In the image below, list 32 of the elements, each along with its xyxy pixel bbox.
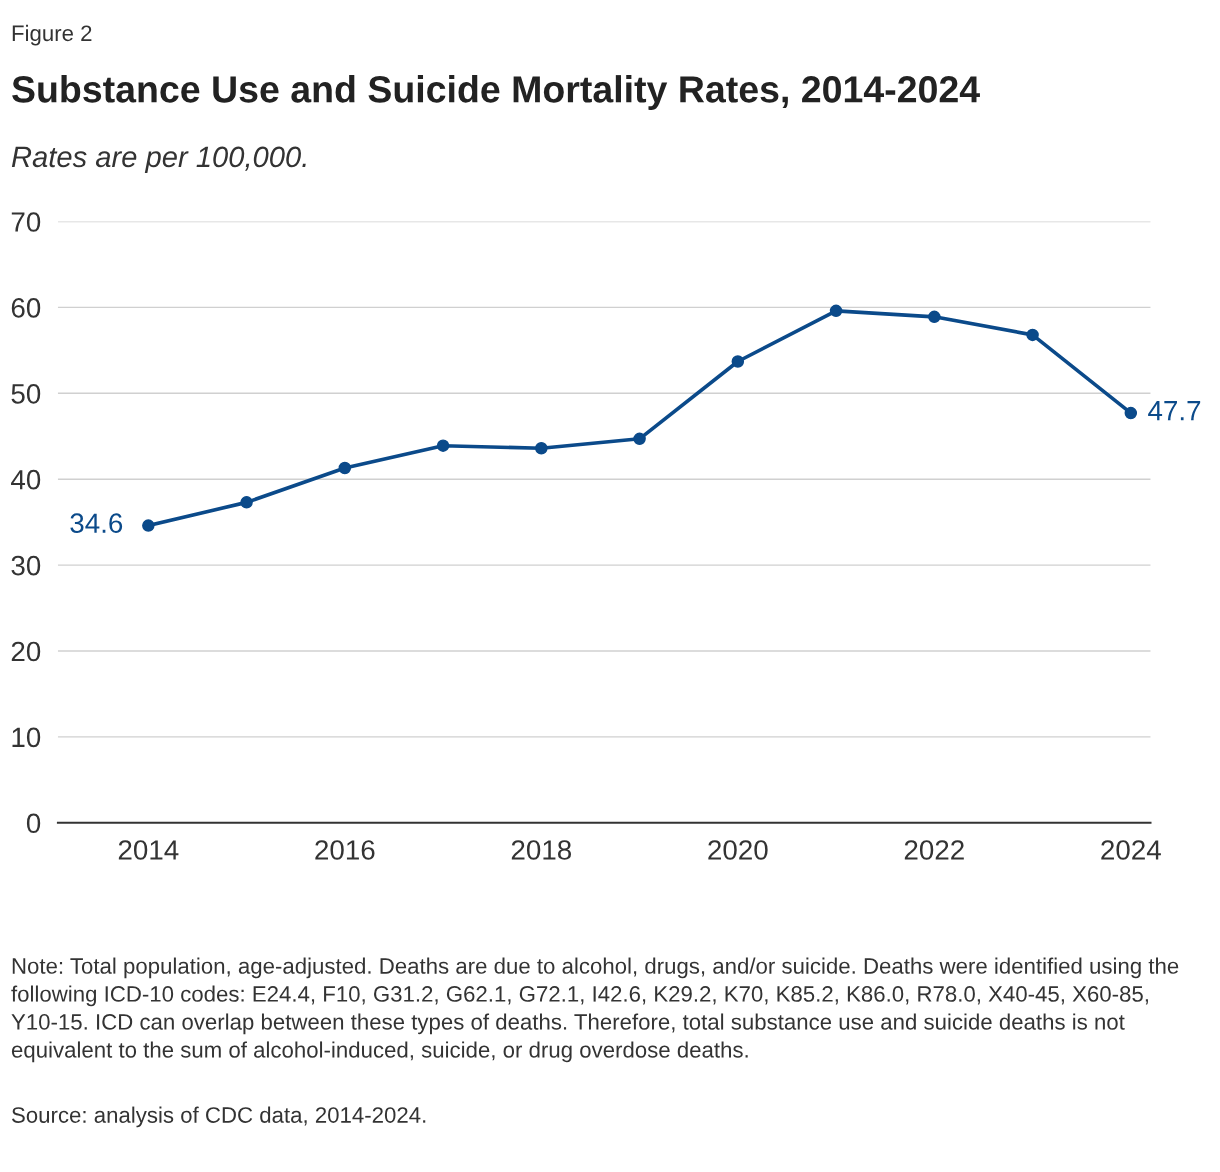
chart-title: Substance Use and Suicide Mortality Rates, 2014-2024 [12,75,980,111]
x-tick-label: 2024 [1101,840,1161,860]
point [633,432,646,446]
x-tick-label: 2016 [315,840,375,860]
y-tick-label: 70 [11,212,41,232]
y-tick-label: 30 [11,555,41,576]
source-note: Source: analysis of CDC data, 2014-2024. [11,1106,426,1128]
point [535,442,548,455]
y-tick-label: 20 [11,641,41,662]
y-tick-label: 60 [11,298,41,318]
point [338,461,352,475]
point [1026,328,1039,342]
y-tick-label: 40 [11,469,41,490]
text: Note: Total population, age-adjusted. Deaths are due to alcohol, drugs, and/or suicide. Deaths were identified using the following ICD-10 codes: E24.4, F10, G31.2, G62.1, G72.1, I42.6, K29.2, K70, K85.2, K86.0, R78.0, X40-45, X60-85, Y10-15. ICD can overlap between these types of deaths. Therefore, total substance use and suicide deaths is not equivalent to the sum of alcohol-induced, suicide, or drug overdose deaths. [11,957,1179,1063]
x-tick-label: 2020 [708,840,768,860]
y-tick-label: 0 [26,813,41,834]
data-label: 34.6 [70,513,123,534]
x-tick-label: 2018 [511,840,572,860]
point [928,310,941,324]
point [436,439,450,452]
point [1124,406,1138,420]
x-tick-label: 2014 [118,840,179,860]
caption: Figure 2 [12,24,92,46]
data-label: 47.7 [1148,401,1201,421]
point [240,496,253,509]
point [142,519,155,532]
chart-subtitle: Rates are per 100,000. [11,146,306,173]
x-tick-label: 2022 [904,840,964,860]
y-tick-label: 50 [11,383,41,404]
point [731,355,745,368]
point [829,304,843,318]
y-tick-label: 10 [12,727,41,748]
